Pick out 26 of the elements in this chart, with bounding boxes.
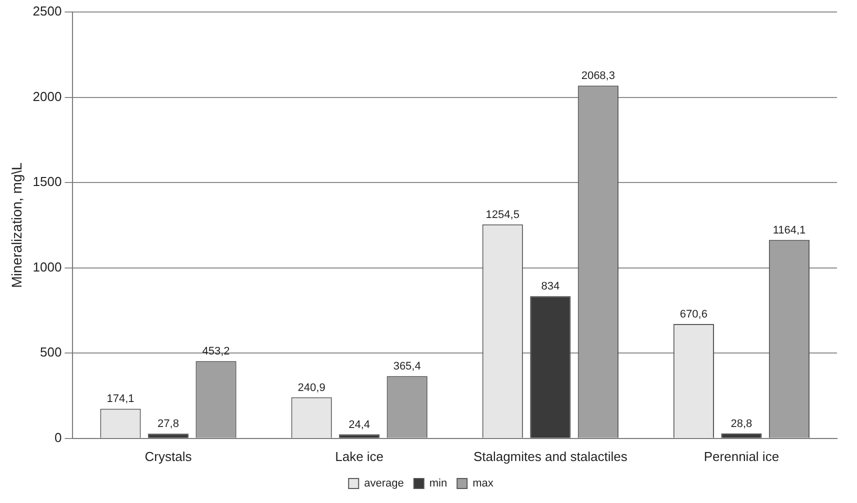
y-axis-title: Mineralization, mg\L <box>8 162 24 288</box>
y-tick-label: 2500 <box>32 4 62 19</box>
x-tick-label: Crystals <box>144 448 192 464</box>
data-label: 240,9 <box>298 382 326 394</box>
data-label: 670,6 <box>680 308 708 321</box>
data-label: 174,1 <box>106 393 134 406</box>
data-label: 453,2 <box>202 346 230 358</box>
x-tick-label: Perennial ice <box>704 448 780 464</box>
y-tick-label: 1500 <box>32 174 62 190</box>
y-tick-label: 1000 <box>32 259 62 274</box>
x-tick-label: Stalagmites and stalactiles <box>473 448 628 464</box>
legend-label: average <box>364 478 404 490</box>
data-label: 27,8 <box>158 418 179 430</box>
x-tick-label: Lake ice <box>335 448 384 464</box>
data-label: 24,4 <box>348 418 370 431</box>
y-tick-label: 500 <box>40 344 62 360</box>
data-label: 1164,1 <box>772 224 806 236</box>
data-label: 2068,3 <box>581 70 615 82</box>
data-label: 1254,5 <box>486 208 520 221</box>
legend-label: min <box>429 478 448 490</box>
y-tick-label: 2000 <box>32 88 62 104</box>
data-label: 365,4 <box>393 360 421 373</box>
y-tick-label: 0 <box>54 430 62 445</box>
legend-label: max <box>472 478 494 490</box>
data-label: 28,8 <box>730 418 752 430</box>
data-label: 834 <box>541 280 560 293</box>
